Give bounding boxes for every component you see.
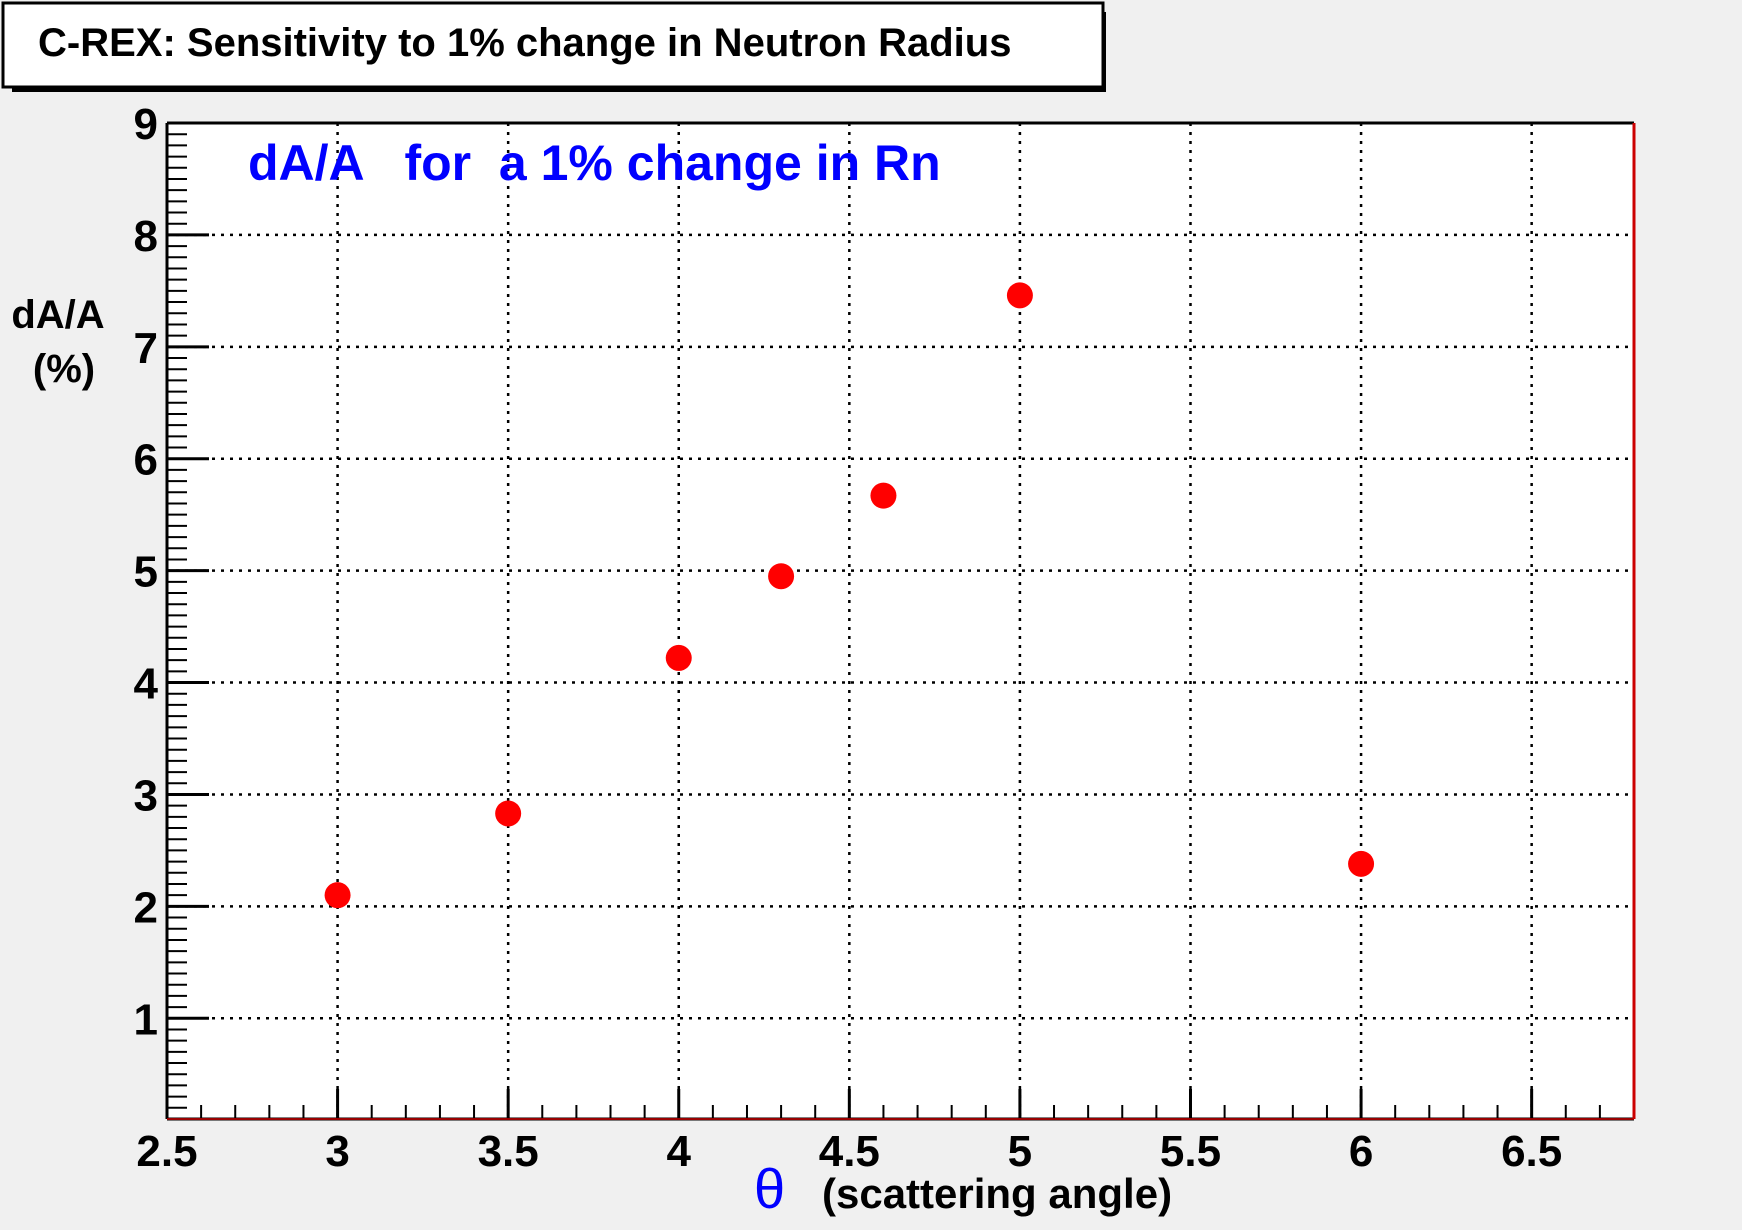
y-tick-labels: 1 2 3 4 5 6 7 8 9	[134, 100, 159, 1044]
y-tick-label: 7	[134, 324, 158, 373]
x-tick-label: 2.5	[136, 1127, 197, 1176]
y-tick-label: 9	[134, 100, 158, 149]
y-tick-label: 4	[134, 660, 159, 709]
axis-ticks	[165, 121, 1635, 1120]
y-tick-label: 1	[134, 995, 158, 1044]
x-tick-label: 3	[325, 1127, 349, 1176]
y-tick-label: 5	[134, 548, 158, 597]
title-box: C-REX: Sensitivity to 1% change in Neutr…	[1, 1, 1106, 92]
data-point	[768, 563, 795, 590]
data-point	[1348, 850, 1375, 877]
y-tick-label: 2	[134, 883, 158, 932]
data-point	[324, 882, 351, 909]
data-points	[324, 282, 1375, 909]
x-tick-label: 6	[1349, 1127, 1373, 1176]
y-axis-label-line2: (%)	[33, 347, 95, 391]
data-point	[870, 482, 897, 509]
x-tick-label: 4	[667, 1127, 692, 1176]
plot-area	[167, 123, 1634, 1119]
y-tick-label: 3	[134, 771, 158, 820]
annotation-text: dA/A for a 1% change in Rn	[248, 135, 941, 191]
y-tick-label: 6	[134, 436, 158, 485]
chart-title: C-REX: Sensitivity to 1% change in Neutr…	[38, 21, 1011, 65]
x-axis-symbol: θ	[754, 1157, 785, 1220]
x-tick-label: 5.5	[1160, 1127, 1221, 1176]
x-tick-labels: 2.5 3 3.5 4 4.5 5 5.5 6 6.5	[136, 1127, 1562, 1176]
grid-lines	[167, 123, 1634, 1119]
x-tick-label: 5	[1008, 1127, 1032, 1176]
y-axis-label-line1: dA/A	[11, 293, 104, 337]
y-tick-label: 8	[134, 212, 158, 261]
data-point	[1006, 282, 1033, 309]
x-axis-label: (scattering angle)	[822, 1170, 1172, 1217]
data-point	[495, 800, 522, 827]
plot-frame	[165, 121, 1636, 1121]
x-tick-label: 4.5	[819, 1127, 880, 1176]
x-tick-label: 3.5	[478, 1127, 539, 1176]
x-tick-label: 6.5	[1501, 1127, 1562, 1176]
data-point	[665, 644, 692, 671]
